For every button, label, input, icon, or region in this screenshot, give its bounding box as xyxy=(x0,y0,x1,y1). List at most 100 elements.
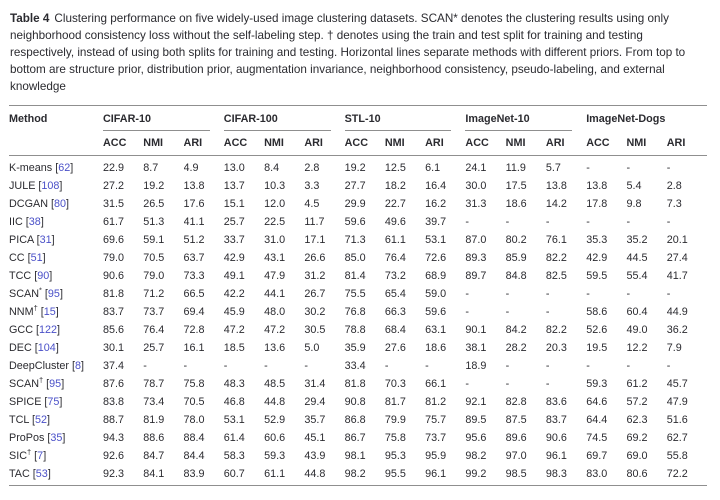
value-cell: 60.6 xyxy=(264,431,286,444)
value-cell: 49.6 xyxy=(384,215,406,228)
value-cell: 72.6 xyxy=(425,251,447,264)
value-cell: 19.2 xyxy=(143,179,165,192)
value-cell: 61.7 xyxy=(103,215,125,228)
value-cell: 25.7 xyxy=(143,341,165,354)
value-cell: - xyxy=(626,215,631,228)
value-cell: 83.7 xyxy=(103,305,125,318)
method-cell: TCC [90] xyxy=(9,269,53,282)
value-cell: 92.6 xyxy=(103,449,125,462)
value-cell: 18.5 xyxy=(223,341,245,354)
citation-link[interactable]: 52 xyxy=(35,413,48,426)
value-cell: 71.2 xyxy=(143,287,165,300)
value-cell: 97.0 xyxy=(505,449,527,462)
citation-link[interactable]: 15 xyxy=(43,305,56,318)
citation-link[interactable]: 7 xyxy=(37,449,44,462)
value-cell: 38.1 xyxy=(465,341,487,354)
value-cell: - xyxy=(505,359,510,372)
citation-link[interactable]: 75 xyxy=(47,395,60,408)
value-cell: 29.9 xyxy=(344,197,366,210)
value-cell: 74.5 xyxy=(586,431,608,444)
value-cell: 60.4 xyxy=(626,305,648,318)
value-cell: 20.1 xyxy=(666,233,688,246)
value-cell: - xyxy=(586,359,590,372)
value-cell: - xyxy=(626,161,631,174)
value-cell: 59.3 xyxy=(586,377,608,390)
value-cell: 24.1 xyxy=(465,161,487,174)
citation-link[interactable]: 95 xyxy=(49,377,62,390)
method-name: JULE xyxy=(9,179,36,192)
value-cell: 48.0 xyxy=(264,305,286,318)
method-column-header: Method xyxy=(9,104,103,156)
value-cell: 37.4 xyxy=(103,359,125,372)
citation-link[interactable]: 104 xyxy=(37,341,56,354)
metric-header-nmi: NMI xyxy=(143,130,184,156)
method-cell: JULE [108] xyxy=(9,179,63,192)
citation-link[interactable]: 62 xyxy=(58,161,71,174)
method-cell: SIC† [7] xyxy=(9,447,47,462)
value-cell: 87.6 xyxy=(103,377,125,390)
value-cell: 47.9 xyxy=(264,269,286,282)
value-cell: 44.8 xyxy=(304,464,345,486)
method-cell: SCAN* [95] xyxy=(9,285,63,300)
value-cell: 7.9 xyxy=(666,341,682,354)
method-name: IIC xyxy=(9,215,23,228)
citation-link[interactable]: 80 xyxy=(54,197,67,210)
value-cell: 92.3 xyxy=(103,464,144,486)
value-cell: 15.1 xyxy=(223,197,245,210)
citation-link[interactable]: 35 xyxy=(50,431,63,444)
method-name: TAC xyxy=(9,467,30,480)
citation-link[interactable]: 122 xyxy=(39,323,58,336)
value-cell: 84.2 xyxy=(505,323,527,336)
value-cell: 89.6 xyxy=(505,431,527,444)
value-cell: 66.1 xyxy=(425,377,447,390)
metric-header-nmi: NMI xyxy=(505,130,546,156)
value-cell: 26.5 xyxy=(143,197,165,210)
value-cell: 84.8 xyxy=(505,269,527,282)
citation-link[interactable]: 90 xyxy=(37,269,50,282)
value-cell: - xyxy=(586,287,590,300)
method-name: DCGAN xyxy=(9,197,48,210)
value-cell: 84.4 xyxy=(183,449,205,462)
value-cell: 49.1 xyxy=(223,269,245,282)
citation-link[interactable]: 95 xyxy=(47,287,60,300)
method-cell: K-means [62] xyxy=(9,161,74,174)
table-row: JULE [108] 27.2 19.2 13.8 13.7 10.3 3.3 27.7 18.… xyxy=(9,177,707,195)
value-cell: 59.0 xyxy=(425,287,447,300)
citation-link[interactable]: 8 xyxy=(75,359,82,372)
value-cell: 49.0 xyxy=(626,323,648,336)
value-cell: 84.1 xyxy=(143,464,184,486)
value-cell: 62.3 xyxy=(626,413,648,426)
value-cell: 85.0 xyxy=(344,251,366,264)
citation-link[interactable]: 53 xyxy=(35,467,48,480)
value-cell: 22.9 xyxy=(103,161,125,174)
value-cell: 44.1 xyxy=(264,287,286,300)
method-name: DeepCluster xyxy=(9,359,70,372)
method-name: ProPos xyxy=(9,431,45,444)
value-cell: 55.8 xyxy=(666,449,688,462)
value-cell: 16.1 xyxy=(183,341,205,354)
value-cell: 95.9 xyxy=(425,449,447,462)
method-cell: CC [51] xyxy=(9,251,46,264)
metric-header-nmi: NMI xyxy=(264,130,305,156)
value-cell: 18.6 xyxy=(505,197,527,210)
value-cell: 27.2 xyxy=(103,179,125,192)
value-cell: - xyxy=(143,359,147,372)
value-cell: 70.5 xyxy=(183,395,205,408)
citation-link[interactable]: 38 xyxy=(28,215,41,228)
value-cell: 81.7 xyxy=(384,395,406,408)
value-cell: 90.6 xyxy=(103,269,125,282)
value-cell: 3.3 xyxy=(304,179,320,192)
citation-link[interactable]: 31 xyxy=(39,233,52,246)
value-cell: 30.1 xyxy=(103,341,125,354)
value-cell: 64.6 xyxy=(586,395,608,408)
value-cell: - xyxy=(666,161,671,174)
citation-link[interactable]: 51 xyxy=(30,251,43,264)
value-cell: 14.2 xyxy=(545,197,567,210)
value-cell: 61.4 xyxy=(223,431,245,444)
value-cell: 27.6 xyxy=(384,341,406,354)
dataset-header-imagenet-10: ImageNet-10 xyxy=(465,104,587,131)
value-cell: 72.8 xyxy=(183,323,205,336)
metric-header-ari: ARI xyxy=(425,130,466,156)
citation-link[interactable]: 108 xyxy=(41,179,60,192)
value-cell: 47.9 xyxy=(666,395,688,408)
